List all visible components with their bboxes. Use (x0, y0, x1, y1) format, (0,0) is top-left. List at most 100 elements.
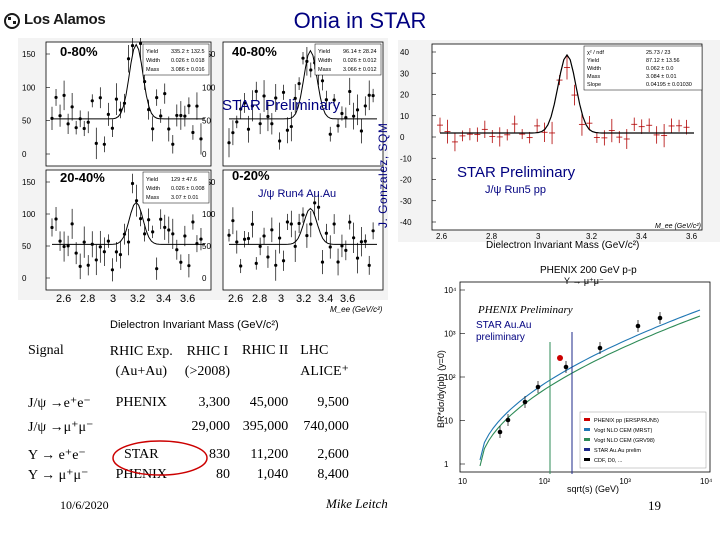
panel-label-20-40: 20-40% (60, 170, 105, 185)
phenix-subtitle: Υ → μ⁺μ⁻ (564, 276, 604, 286)
right-xtick: 3 (536, 232, 541, 241)
left-data-point (355, 108, 360, 112)
right-preliminary-label: STAR Preliminary (457, 164, 576, 181)
left-run-label: J/ψ Run4 Au.Au (258, 188, 337, 200)
left-data-point (313, 201, 317, 205)
left-data-point (163, 92, 167, 96)
phenix-data-point (522, 399, 528, 405)
phenix-ytick: 10² (444, 373, 456, 382)
table-cell (104, 414, 179, 440)
table-cell: 830 (209, 447, 231, 462)
right-stat-key: Slope (587, 82, 601, 88)
left-data-point (58, 114, 62, 118)
phenix-data-point (505, 417, 511, 423)
left-data-point (371, 229, 375, 233)
table-cell: 29,000 (191, 419, 231, 434)
star-auau-label: STAR Au.Au preliminary (476, 320, 532, 343)
left-data-point (227, 141, 231, 145)
left-ytick: 150 (22, 50, 36, 59)
left-xtick: 3 (278, 293, 285, 305)
left-data-point (159, 217, 163, 221)
left-data-point (187, 264, 191, 268)
phenix-data-point (635, 323, 641, 329)
left-data-point (171, 142, 175, 146)
left-data-point (367, 93, 371, 97)
table-cell: Υ → e⁺e⁻ (28, 447, 86, 463)
left-data-point (371, 94, 375, 98)
right-ytick: 20 (400, 91, 409, 100)
left-data-point (235, 240, 239, 244)
right-xtick: 3.2 (586, 232, 598, 241)
left-data-point (159, 114, 163, 118)
left-fit-curve (52, 43, 205, 120)
panel-label-0-20: 0-20% (232, 168, 270, 183)
phenix-plot: 10⁴ 10³ 10² 10 1 10 10² 10³ 10⁴ PHENIX pp (ERSP/… (430, 262, 720, 500)
left-stat-key: Yield (146, 177, 158, 183)
panel-label-40-80: 40-80% (232, 44, 277, 59)
table-cell: 740,000 (303, 419, 349, 434)
phenix-xlabel: sqrt(s) (GeV) (567, 484, 620, 494)
left-data-point (239, 264, 243, 268)
left-data-point (110, 268, 114, 272)
left-data-point (86, 120, 90, 124)
right-stat-value: 0.04195 ± 0.01030 (646, 82, 692, 88)
legend-swatch (584, 428, 590, 431)
left-preliminary-label: STAR Preliminary (222, 97, 341, 114)
left-stat-key: Yield (146, 49, 158, 55)
phenix-ylabel: BR*dσ/dy(pb) (y=0) (436, 350, 446, 428)
left-data-point (50, 225, 54, 230)
left-ytick-mid: 50 (202, 117, 211, 126)
left-data-point (98, 96, 102, 100)
left-data-point (155, 95, 159, 100)
left-data-point (363, 104, 367, 108)
panel-label-0-80: 0-80% (60, 44, 98, 59)
left-xtick: 3.4 (318, 293, 334, 305)
left-data-point (114, 250, 119, 254)
right-xtick: 2.8 (486, 232, 498, 241)
header-cell: RHIC II (242, 343, 289, 358)
phenix-data-point (497, 429, 503, 435)
left-data-point (102, 250, 106, 254)
left-data-point (309, 222, 313, 226)
left-xtick: 3.4 (156, 293, 172, 305)
left-stat-value: 335.2 ± 132.5 (171, 49, 205, 55)
left-data-point (266, 255, 270, 259)
left-data-point (231, 219, 235, 223)
left-data-point (118, 253, 123, 257)
left-stat-key: Mass (146, 67, 159, 73)
left-fit-curve (52, 201, 205, 245)
left-data-point (281, 90, 286, 94)
left-data-point (175, 248, 179, 252)
left-data-point (328, 132, 332, 136)
table-header-row: Signal RHIC Exp. (Au+Au) RHIC I (>2008) RH… (22, 343, 355, 380)
left-data-point (183, 234, 187, 238)
phenix-xtick: 10² (539, 477, 551, 486)
left-data-point (235, 120, 239, 124)
left-data-point (231, 131, 235, 135)
left-data-point (54, 95, 58, 100)
phenix-xtick: 10³ (619, 477, 631, 486)
onia-rates-table: Signal RHIC Exp. (Au+Au) RHIC I (>2008) RH… (22, 343, 355, 486)
table-cell: J/ψ →e⁺e⁻ (28, 395, 91, 411)
table-cell: 8,400 (317, 467, 349, 482)
left-data-point (199, 237, 203, 241)
right-xtick: 3.6 (686, 232, 698, 241)
left-data-point (110, 126, 114, 130)
phenix-data-point (535, 384, 541, 390)
right-stat-key: Mass (587, 74, 600, 80)
phenix-data-point (563, 364, 569, 370)
left-data-point (130, 44, 135, 48)
left-xtick: 3 (110, 293, 117, 305)
left-stat-key: Mass (146, 195, 159, 201)
left-figure-svg: 150100500150100500150100500150100500 Yie… (18, 5, 388, 300)
left-stats-box (142, 171, 210, 204)
left-ytick-mid: 0 (202, 150, 207, 159)
left-data-point (340, 111, 344, 116)
page-number: 19 (648, 498, 661, 513)
left-data-point (246, 127, 251, 131)
table-row: Υ → e⁺e⁻ STAR 830 11,200 2,600 (22, 440, 355, 464)
left-data-point (359, 129, 364, 133)
left-data-point (242, 237, 247, 241)
left-data-point (262, 94, 266, 98)
header-cell: RHIC Exp. (Au+Au) (109, 343, 173, 379)
